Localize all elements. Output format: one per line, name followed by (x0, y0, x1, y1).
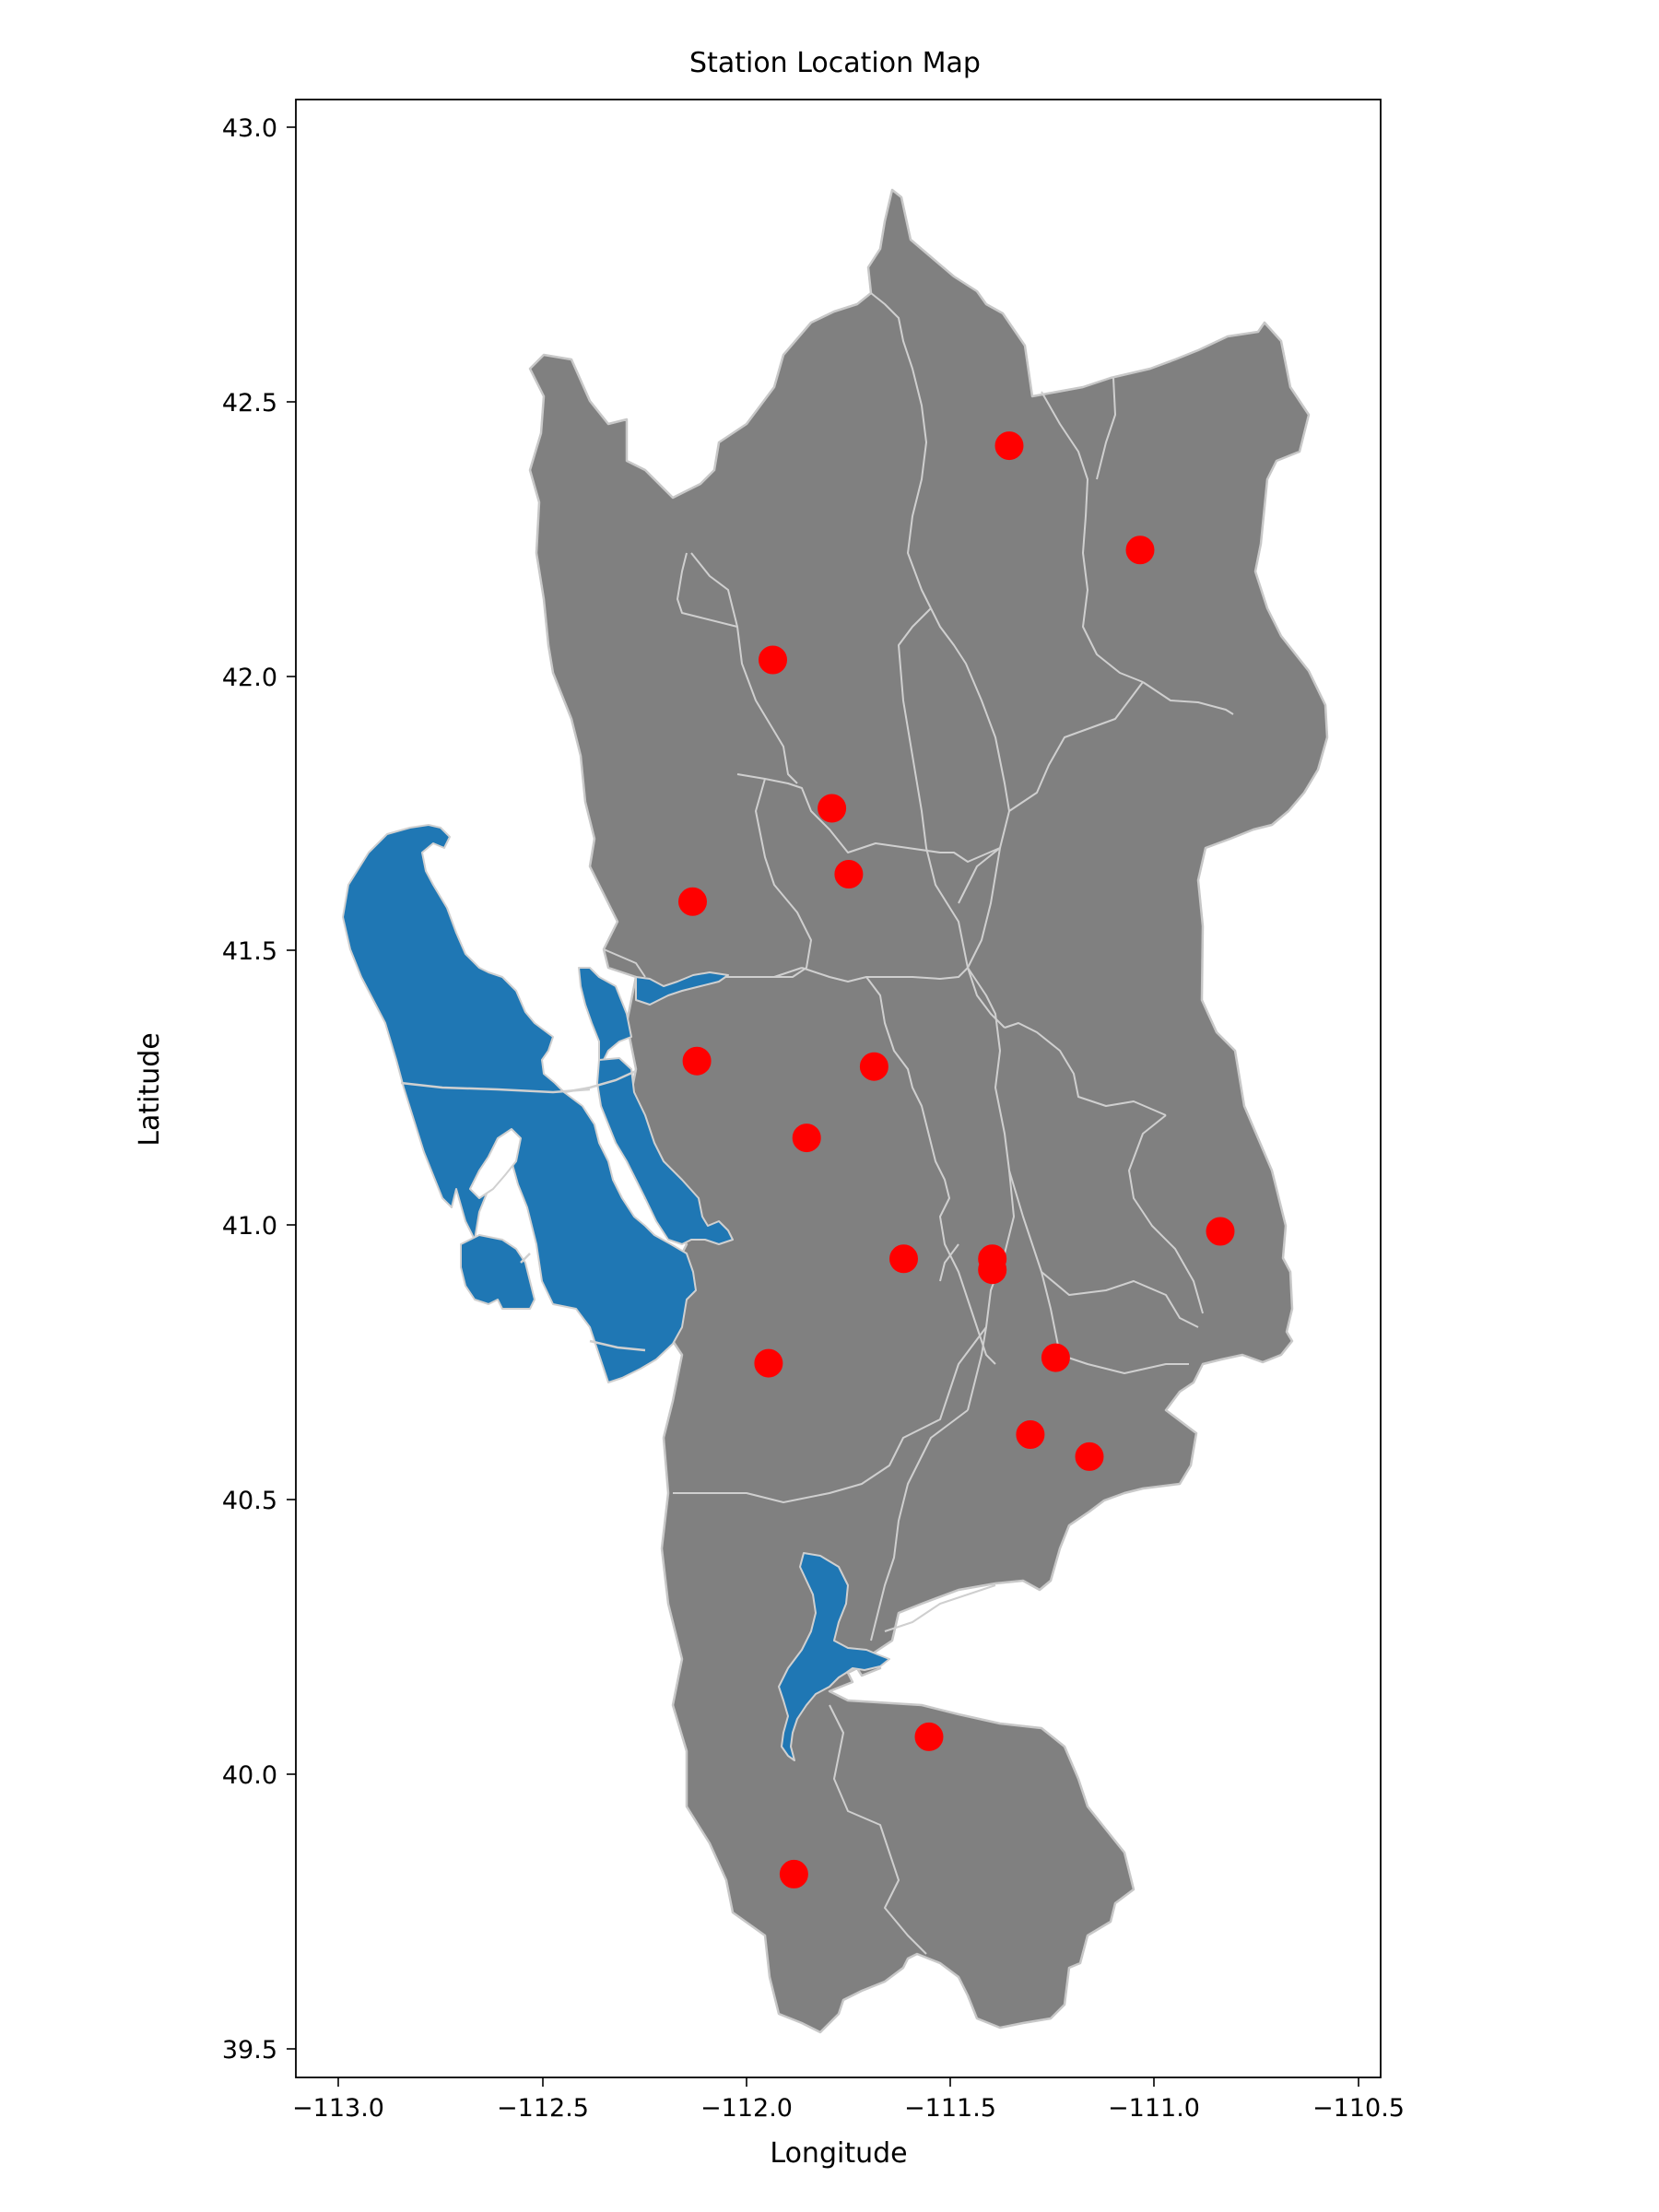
bear-river-bay (635, 971, 729, 1006)
x-tick-label: −112.0 (700, 2094, 793, 2123)
divide-line (829, 1704, 927, 1955)
divide-line (1041, 391, 1144, 683)
station-marker (678, 887, 707, 916)
utah-lake (778, 1552, 890, 1761)
y-tick-label: 43.0 (222, 114, 277, 143)
station-marker (834, 860, 864, 888)
x-tick-label: −112.5 (497, 2094, 589, 2123)
divide-line (958, 847, 1001, 904)
divide-line (1004, 1022, 1167, 1116)
sub-basin-boundaries (603, 292, 1234, 1955)
divide-line (603, 948, 646, 978)
divide-line (690, 552, 798, 784)
divide-line (1008, 1170, 1199, 1328)
great-salt-lake (342, 824, 697, 1383)
divide-line (1008, 681, 1144, 812)
station-marker (792, 1124, 821, 1153)
x-tick-label: −113.0 (292, 2094, 384, 2123)
map-title: Station Location Map (689, 47, 981, 79)
divide-line (930, 607, 1010, 969)
y-tick-label: 40.0 (222, 1761, 277, 1790)
farmington-bay (578, 967, 632, 1070)
station-marker (1016, 1420, 1045, 1449)
station-marker (759, 645, 787, 675)
station-marker (978, 1255, 1007, 1285)
y-tick-label: 41.5 (222, 937, 277, 966)
watershed-region (528, 188, 1329, 2034)
station-marker (754, 1348, 783, 1378)
great-salt-lake-islands (469, 1128, 522, 1199)
ogden-bay (596, 1057, 734, 1245)
x-tick-label: −110.5 (1312, 2094, 1405, 2123)
divide-line (1142, 681, 1234, 715)
y-tick-label: 41.0 (222, 1212, 277, 1241)
station-marker (889, 1244, 918, 1274)
stations (678, 431, 1235, 1888)
station-marker (818, 794, 847, 823)
dike-line (589, 1339, 646, 1352)
y-axis-label: Latitude (134, 1032, 166, 1146)
divide-line (677, 552, 738, 628)
station-marker (682, 1046, 712, 1076)
station-marker (1125, 535, 1155, 565)
station-marker (1075, 1441, 1104, 1471)
divide-line (719, 967, 803, 978)
shoreline-line (563, 1069, 637, 1094)
dike-line (520, 1253, 531, 1264)
station-marker (859, 1052, 888, 1081)
divide-line (1128, 1114, 1204, 1314)
y-tick-label: 42.0 (222, 664, 277, 692)
x-axis-label: Longitude (770, 2137, 907, 2170)
divide-line (884, 1584, 996, 1632)
station-marker (914, 1722, 944, 1751)
divide-line (870, 292, 932, 609)
divide-line (898, 607, 969, 969)
divide-line (1041, 1271, 1189, 1374)
watershed-basins (528, 188, 1329, 2034)
divide-line (736, 773, 1001, 863)
divide-line (870, 1409, 969, 1641)
divide-line (1096, 377, 1116, 480)
station-marker (994, 431, 1024, 461)
divide-line (865, 976, 996, 1365)
x-axis: −113.0 −112.5 −112.0 −111.5 −111.0 −110.… (292, 2077, 1405, 2170)
y-tick-label: 39.5 (222, 2036, 277, 2065)
station-marker (1206, 1217, 1235, 1246)
station-marker (779, 1859, 808, 1888)
divide-line (801, 967, 969, 982)
divide-line (755, 778, 812, 978)
y-axis: 39.5 40.0 40.5 41.0 41.5 42.0 42.5 43.0 … (134, 114, 296, 2065)
x-tick-label: −111.0 (1108, 2094, 1200, 2123)
divide-line (967, 967, 1006, 1029)
divide-line (673, 1326, 987, 1503)
water-bodies (342, 824, 890, 1761)
y-tick-label: 40.5 (222, 1487, 277, 1515)
y-tick-label: 42.5 (222, 389, 277, 418)
plot-frame (295, 99, 1382, 2078)
divide-line (939, 1243, 959, 1282)
great-salt-lake-south-arm (460, 1234, 535, 1310)
station-marker (1041, 1343, 1070, 1372)
x-tick-label: −111.5 (904, 2094, 996, 2123)
